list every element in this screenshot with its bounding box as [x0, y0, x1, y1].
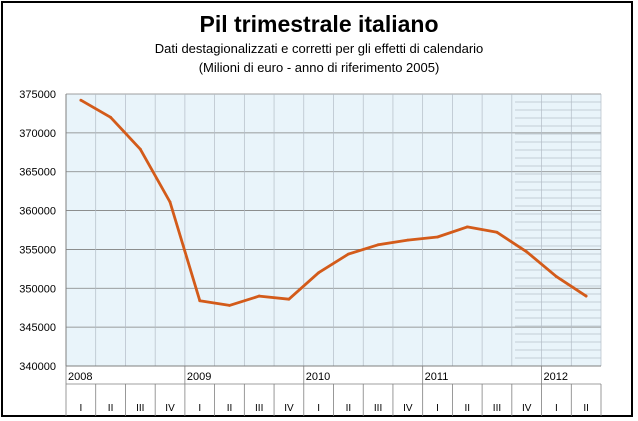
- data-point: [584, 294, 588, 298]
- data-point: [436, 235, 439, 239]
- data-point: [287, 297, 291, 301]
- x-quarter-label: III: [374, 403, 382, 414]
- x-quarter-label: IV: [403, 403, 413, 414]
- data-point: [109, 115, 112, 119]
- y-tick-label: 350000: [19, 283, 56, 295]
- x-year-label: 2012: [544, 371, 568, 383]
- x-quarter-label: III: [255, 403, 263, 414]
- y-tick-label: 355000: [19, 244, 56, 256]
- y-tick-label: 345000: [19, 322, 56, 334]
- x-quarter-label: I: [317, 403, 320, 414]
- x-quarter-label: II: [346, 403, 352, 414]
- data-point: [495, 230, 499, 234]
- data-point: [168, 200, 172, 204]
- x-year-label: 2009: [187, 371, 211, 383]
- x-year-label: 2011: [425, 371, 449, 383]
- x-year-label: 2010: [306, 371, 330, 383]
- data-point: [317, 271, 321, 275]
- data-point: [138, 147, 142, 151]
- x-quarter-label: IV: [522, 403, 532, 414]
- chart-title: Pil trimestrale italiano: [199, 11, 439, 37]
- data-point: [406, 238, 410, 242]
- x-quarter-label: I: [436, 403, 439, 414]
- x-quarter-label: I: [79, 403, 82, 414]
- y-tick-label: 360000: [19, 206, 56, 218]
- chart-subtitle: Dati destagionalizzati e corretti per gl…: [154, 41, 484, 56]
- data-point: [465, 225, 469, 229]
- data-point: [525, 250, 529, 254]
- y-tick-label: 370000: [19, 128, 56, 140]
- data-point: [555, 275, 558, 279]
- data-point: [376, 243, 380, 247]
- x-quarter-label: IV: [165, 403, 175, 414]
- x-quarter-label: II: [464, 403, 470, 414]
- chart-subtitle-units: (Milioni di euro - anno di riferimento 2…: [198, 60, 440, 75]
- data-point: [228, 303, 231, 307]
- x-quarter-label: III: [136, 403, 144, 414]
- x-quarter-label: III: [493, 403, 501, 414]
- x-quarter-label: I: [198, 403, 201, 414]
- y-tick-label: 365000: [19, 167, 56, 179]
- series-line: [79, 98, 588, 307]
- x-quarter-label: I: [555, 403, 558, 414]
- x-year-label: 2008: [68, 371, 92, 383]
- x-quarter-label: II: [583, 403, 589, 414]
- x-quarter-label: II: [227, 403, 233, 414]
- data-point: [257, 294, 261, 298]
- x-quarter-label: II: [108, 403, 114, 414]
- data-point: [346, 252, 350, 256]
- x-quarter-label: IV: [284, 403, 294, 414]
- y-tick-label: 375000: [19, 89, 56, 101]
- data-point: [79, 98, 83, 102]
- data-point: [198, 299, 202, 303]
- y-tick-label: 340000: [19, 361, 56, 373]
